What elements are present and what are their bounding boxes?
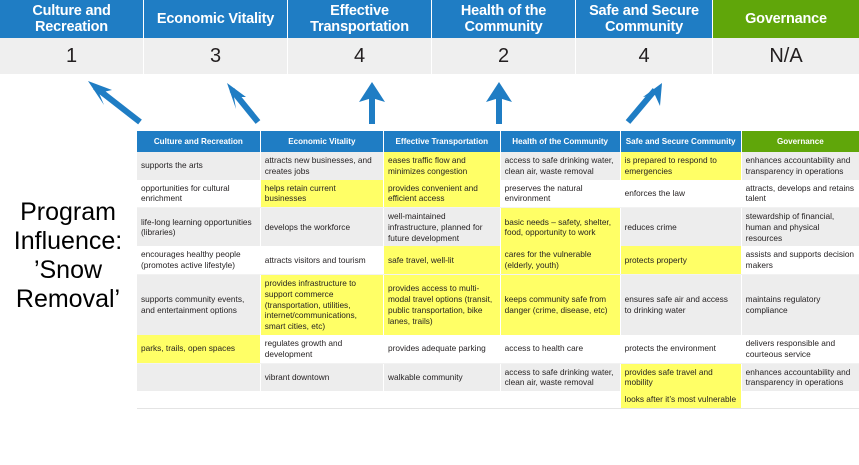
matrix-cell-r3-c2: develops the workforce: [260, 207, 384, 247]
matrix-cell-r7-c1: [137, 363, 261, 392]
matrix-cell-r3-c1: life-long learning opportunities (librar…: [137, 207, 261, 247]
matrix-cell-r1-c3: eases traffic flow and minimizes congest…: [383, 152, 501, 180]
arrow-head-4: [486, 82, 512, 102]
arrow-head-2: [227, 83, 246, 109]
matrix-cell-r2-c4: preserves the natural environment: [500, 179, 621, 209]
matrix-row: life-long learning opportunities (librar…: [137, 207, 859, 247]
matrix-cell-r2-c2: helps retain current businesses: [260, 179, 384, 209]
matrix-cell-r8-c2: [260, 391, 384, 409]
matrix-cell-r4-c1: encourages healthy people (promotes acti…: [137, 246, 261, 276]
matrix-cell-r8-c1: [137, 391, 261, 409]
matrix-header-row: Culture and Recreation Economic Vitality E…: [137, 131, 859, 152]
scorecard-value-1: 1: [0, 38, 144, 74]
scorecard-header-3[interactable]: Effective Transportation: [288, 0, 432, 38]
matrix-row: parks, trails, open spaces regulates grow…: [137, 334, 859, 364]
matrix-cell-r4-c6: assists and supports decision makers: [741, 246, 859, 276]
matrix-cell-r5-c1: supports community events, and entertain…: [137, 274, 261, 335]
matrix-column-header-2[interactable]: Economic Vitality: [260, 131, 384, 152]
scorecard-summary: Culture and Recreation Economic Vitality E…: [0, 0, 859, 74]
scorecard-value-4: 2: [432, 38, 576, 74]
matrix-cell-r1-c4: access to safe drinking water, clean air…: [500, 152, 621, 180]
scorecard-value-3: 4: [288, 38, 432, 74]
matrix-cell-r6-c1: parks, trails, open spaces: [137, 334, 261, 364]
matrix-cell-r5-c5: ensures safe air and access to drinking …: [620, 274, 742, 335]
matrix-cell-r6-c2: regulates growth and development: [260, 334, 384, 364]
scorecard-value-2: 3: [144, 38, 288, 74]
matrix-cell-r7-c5: provides safe travel and mobility: [620, 363, 742, 392]
matrix-row: opportunities for cultural enrichment hel…: [137, 179, 859, 209]
matrix-cell-r3-c4: basic needs – safety, shelter, food, opp…: [500, 207, 621, 247]
matrix-cell-r1-c5: is prepared to respond to emergencies: [620, 152, 742, 180]
matrix-header: Culture and Recreation Economic Vitality E…: [137, 131, 859, 152]
matrix-column-header-4[interactable]: Health of the Community: [500, 131, 621, 152]
scorecard-value-5: 4: [576, 38, 713, 74]
scorecard-value-6: N/A: [769, 44, 803, 67]
scorecard-header-1[interactable]: Culture and Recreation: [0, 0, 144, 38]
arrow-head-1: [88, 81, 112, 105]
scorecard-header-4[interactable]: Health of the Community: [432, 0, 576, 38]
matrix-cell-r2-c5: enforces the law: [620, 179, 742, 209]
matrix-cell-r6-c4: access to health care: [500, 334, 621, 364]
arrow-head-3: [359, 82, 385, 102]
matrix-cell-r6-c6: delivers responsible and courteous servi…: [741, 334, 859, 364]
matrix-cell-r5-c6: maintains regulatory compliance: [741, 274, 859, 335]
matrix-row: supports community events, and entertain…: [137, 274, 859, 335]
matrix-cell-r8-c5: looks after it’s most vulnerable: [620, 391, 742, 409]
matrix-cell-r2-c1: opportunities for cultural enrichment: [137, 179, 261, 209]
scorecard-header-2[interactable]: Economic Vitality: [144, 0, 288, 38]
matrix-row: encourages healthy people (promotes acti…: [137, 246, 859, 276]
matrix-row: looks after it’s most vulnerable: [137, 391, 859, 409]
matrix-column-header-6[interactable]: Governance: [741, 131, 859, 152]
caption-line-1: Program: [20, 198, 116, 226]
matrix-cell-r7-c4: access to safe drinking water, clean air…: [500, 363, 621, 392]
arrow-head-5: [643, 83, 662, 106]
matrix-cell-r5-c2: provides infrastructure to support comme…: [260, 274, 384, 335]
matrix-cell-r2-c3: provides convenient and efficient access: [383, 179, 501, 209]
matrix-cell-r7-c6: enhances accountability and transparency…: [741, 363, 859, 392]
matrix-cell-r1-c6: enhances accountability and transparency…: [741, 152, 859, 180]
matrix-cell-r6-c3: provides adequate parking: [383, 334, 501, 364]
matrix-cell-r4-c5: protects property: [620, 246, 742, 276]
scorecard-header-row: Culture and Recreation Economic Vitality E…: [0, 0, 859, 38]
scorecard-header-5[interactable]: Safe and Secure Community: [576, 0, 713, 38]
program-influence-caption: Program Influence: ’Snow Removal’: [4, 198, 132, 314]
matrix-cell-r7-c3: walkable community: [383, 363, 501, 392]
arrow-shaft-1: [93, 84, 142, 125]
arrow-group: [88, 81, 662, 125]
matrix-cell-r8-c6: [741, 391, 859, 409]
matrix-column-header-1[interactable]: Culture and Recreation: [137, 131, 261, 152]
outcomes-matrix-table: Culture and Recreation Economic Vitality E…: [137, 131, 859, 409]
caption-line-3: ’Snow: [33, 256, 103, 284]
matrix-body: supports the arts attracts new businesses…: [137, 152, 859, 409]
matrix-column-header-3[interactable]: Effective Transportation: [383, 131, 501, 152]
matrix-cell-r1-c2: attracts new businesses, and creates job…: [260, 152, 384, 180]
matrix-cell-r6-c5: protects the environment: [620, 334, 742, 364]
caption-line-2: Influence:: [13, 227, 123, 255]
matrix-row: supports the arts attracts new businesses…: [137, 152, 859, 180]
matrix-cell-r4-c2: attracts visitors and tourism: [260, 246, 384, 276]
matrix-cell-r3-c3: well-maintained infrastructure, planned …: [383, 207, 501, 247]
matrix-cell-r1-c1: supports the arts: [137, 152, 261, 180]
matrix-cell-r3-c6: stewardship of financial, human and phys…: [741, 207, 859, 247]
matrix-cell-r5-c3: provides access to multi-modal travel op…: [383, 274, 501, 335]
caption-line-4: Removal’: [15, 285, 121, 313]
matrix-cell-r4-c4: cares for the vulnerable (elderly, youth…: [500, 246, 621, 276]
scorecard-header-6[interactable]: Governance: [713, 0, 859, 38]
matrix-cell-r8-c3: [383, 391, 501, 409]
matrix-cell-r3-c5: reduces crime: [620, 207, 742, 247]
matrix-cell-r5-c4: keeps community safe from danger (crime,…: [500, 274, 621, 335]
matrix-row: vibrant downtown walkable community access…: [137, 363, 859, 392]
matrix-cell-r7-c2: vibrant downtown: [260, 363, 384, 392]
matrix-column-header-5[interactable]: Safe and Secure Community: [620, 131, 742, 152]
matrix-cell-r8-c4: [500, 391, 621, 409]
scorecard-value-row: 1 3 4 2 4 N/A: [0, 38, 859, 74]
matrix-cell-r2-c6: attracts, develops and retains talent: [741, 179, 859, 209]
matrix-cell-r4-c3: safe travel, well-lit: [383, 246, 501, 276]
